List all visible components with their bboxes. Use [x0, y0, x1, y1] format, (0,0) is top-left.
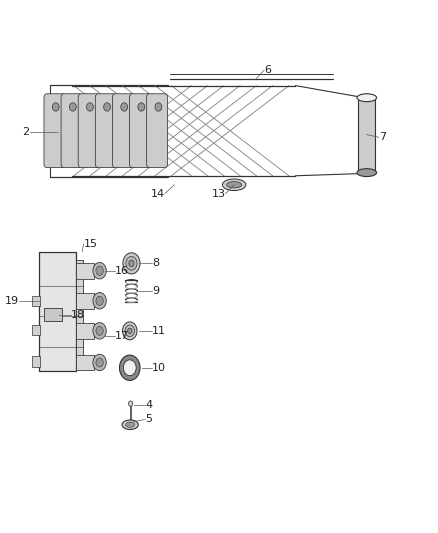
Circle shape [126, 256, 137, 270]
Circle shape [93, 354, 106, 371]
FancyBboxPatch shape [44, 94, 65, 167]
FancyBboxPatch shape [147, 94, 168, 167]
Circle shape [70, 103, 76, 111]
FancyBboxPatch shape [113, 94, 134, 167]
Bar [32, 325, 40, 335]
Ellipse shape [357, 168, 377, 176]
Circle shape [96, 266, 103, 275]
Circle shape [129, 260, 134, 266]
Text: 9: 9 [152, 286, 159, 296]
Text: 4: 4 [145, 400, 152, 410]
Circle shape [93, 262, 106, 279]
Circle shape [127, 328, 132, 334]
Bar [39, 252, 76, 371]
Ellipse shape [223, 179, 246, 191]
Bar [76, 260, 83, 363]
Bar [358, 98, 375, 173]
Circle shape [104, 103, 110, 111]
FancyBboxPatch shape [61, 94, 82, 167]
Circle shape [96, 326, 103, 335]
Text: 14: 14 [151, 189, 165, 199]
Circle shape [96, 296, 103, 305]
Bar [44, 309, 62, 321]
Circle shape [93, 293, 106, 309]
FancyBboxPatch shape [95, 94, 116, 167]
Circle shape [138, 103, 145, 111]
Text: 18: 18 [71, 310, 85, 320]
Circle shape [121, 103, 127, 111]
Circle shape [52, 103, 59, 111]
Ellipse shape [226, 182, 242, 188]
Text: 15: 15 [84, 239, 98, 249]
Circle shape [123, 253, 140, 274]
Text: 8: 8 [152, 259, 159, 268]
Bar [32, 295, 40, 306]
Circle shape [155, 103, 162, 111]
Bar [76, 263, 94, 279]
Text: 13: 13 [212, 189, 226, 199]
FancyBboxPatch shape [78, 94, 99, 167]
Ellipse shape [126, 422, 134, 427]
Bar [32, 356, 40, 367]
Bar [76, 354, 94, 370]
Circle shape [120, 355, 140, 381]
Circle shape [124, 360, 136, 376]
Circle shape [123, 322, 137, 340]
FancyBboxPatch shape [130, 94, 151, 167]
Circle shape [125, 325, 134, 337]
Circle shape [96, 358, 103, 367]
Text: 6: 6 [264, 65, 271, 75]
Ellipse shape [357, 94, 377, 102]
Circle shape [87, 103, 93, 111]
Ellipse shape [122, 420, 138, 430]
Circle shape [93, 322, 106, 339]
Text: 16: 16 [115, 266, 129, 276]
Text: 17: 17 [115, 331, 129, 341]
Text: 19: 19 [5, 296, 19, 306]
Bar [76, 323, 94, 339]
Text: 2: 2 [22, 127, 30, 137]
Bar [76, 293, 94, 309]
Ellipse shape [128, 401, 133, 406]
Text: 10: 10 [152, 363, 166, 373]
Text: 7: 7 [379, 132, 386, 142]
Text: 5: 5 [145, 415, 152, 424]
Text: 11: 11 [152, 326, 166, 336]
